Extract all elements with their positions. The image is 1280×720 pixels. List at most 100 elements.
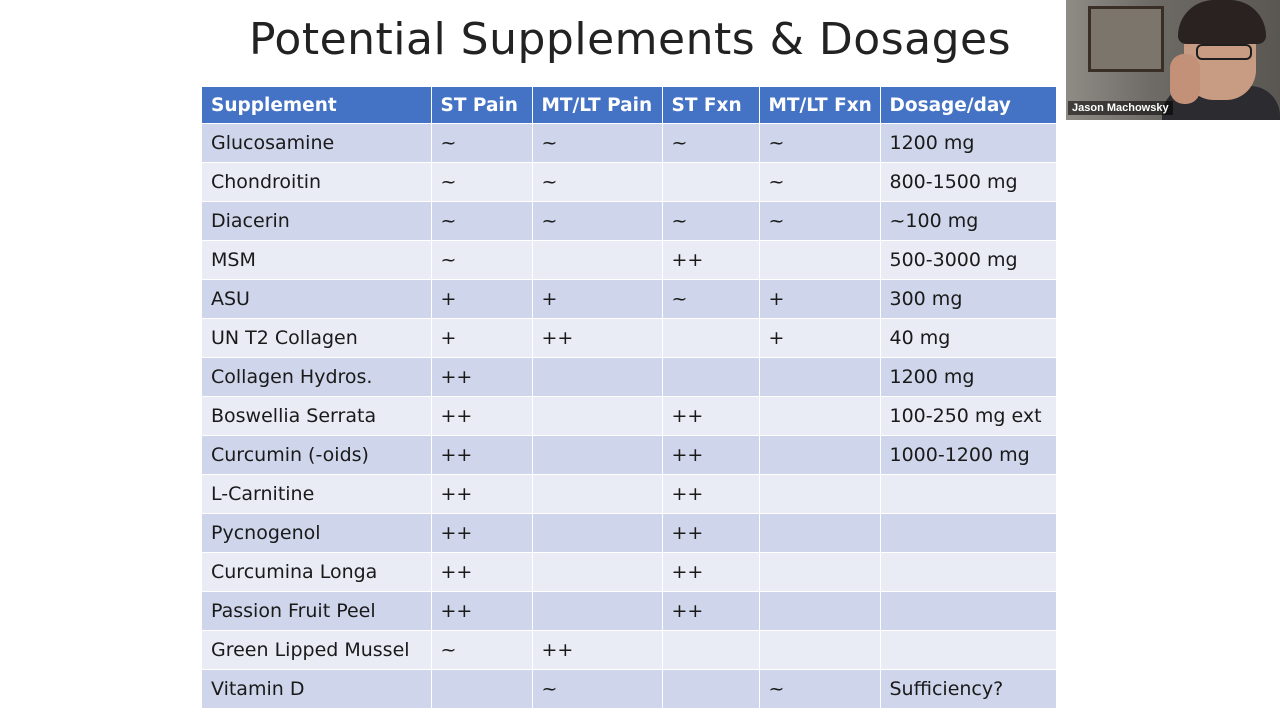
cell-mt-lt-pain [532, 435, 663, 475]
cell-st-pain: + [431, 279, 533, 319]
cell-dosage-day [880, 513, 1057, 553]
cell-st-fxn: ~ [662, 201, 760, 241]
participant-hair [1178, 0, 1266, 44]
cell-mt-lt-fxn: + [759, 318, 881, 358]
table-row: Chondroitin ~ ~ ~800-1500 mg [202, 162, 1057, 202]
table-row: Green Lipped Mussel ~ ++ [202, 630, 1057, 670]
webcam-video-tile[interactable]: Jason Machowsky [1066, 0, 1280, 120]
wall-picture-frame [1088, 6, 1164, 72]
cell-mt-lt-fxn [759, 630, 881, 670]
column-header-mt-lt-pain: MT/LT Pain [532, 87, 663, 124]
column-header-st-pain: ST Pain [431, 87, 533, 124]
table-row: MSM ~ ++ 500-3000 mg [202, 240, 1057, 280]
table-row: Pycnogenol ++ ++ [202, 513, 1057, 553]
cell-mt-lt-pain: ~ [532, 669, 663, 708]
cell-supplement: Chondroitin [202, 162, 432, 202]
cell-st-pain: ++ [431, 552, 533, 592]
cell-st-pain: ~ [431, 123, 533, 163]
cell-st-fxn: ~ [662, 123, 760, 163]
cell-mt-lt-pain: ++ [532, 630, 663, 670]
cell-supplement: Curcumina Longa [202, 552, 432, 592]
cell-dosage-day [880, 591, 1057, 631]
cell-mt-lt-pain [532, 591, 663, 631]
cell-dosage-day: 800-1500 mg [880, 162, 1057, 202]
cell-mt-lt-pain [532, 357, 663, 397]
column-header-supplement: Supplement [202, 87, 432, 124]
cell-st-fxn [662, 162, 760, 202]
cell-supplement: Boswellia Serrata [202, 396, 432, 436]
column-header-mt-lt-fxn: MT/LT Fxn [759, 87, 881, 124]
cell-dosage-day [880, 552, 1057, 592]
cell-st-fxn [662, 318, 760, 358]
cell-st-fxn: ++ [662, 552, 760, 592]
cell-mt-lt-fxn: ~ [759, 201, 881, 241]
cell-st-pain: ++ [431, 396, 533, 436]
table-row: Vitamin D ~ ~ Sufficiency? [202, 669, 1057, 708]
cell-st-pain: ++ [431, 357, 533, 397]
cell-mt-lt-fxn [759, 396, 881, 436]
table-row: UN T2 Collagen + ++ +40 mg [202, 318, 1057, 358]
cell-st-pain: ++ [431, 513, 533, 553]
cell-mt-lt-fxn [759, 357, 881, 397]
cell-mt-lt-pain [532, 552, 663, 592]
cell-supplement: Pycnogenol [202, 513, 432, 553]
cell-mt-lt-pain: + [532, 279, 663, 319]
cell-st-fxn: ++ [662, 435, 760, 475]
cell-st-fxn: ++ [662, 240, 760, 280]
cell-st-pain: ~ [431, 201, 533, 241]
table-body: Glucosamine ~ ~ ~ ~1200 mg Chondroitin ~ ~ ~800-… [202, 123, 1057, 708]
cell-dosage-day: 1200 mg [880, 357, 1057, 397]
cell-supplement: UN T2 Collagen [202, 318, 432, 358]
table-row: Curcumin (-oids) ++ ++ 1000-1200 mg [202, 435, 1057, 475]
cell-mt-lt-fxn [759, 435, 881, 475]
participant-name-label: Jason Machowsky [1068, 101, 1173, 115]
cell-supplement: Passion Fruit Peel [202, 591, 432, 631]
participant-glasses [1196, 44, 1252, 60]
cell-st-fxn: ~ [662, 279, 760, 319]
supplements-table: Supplement ST Pain MT/LT Pain ST Fxn MT/… [202, 87, 1057, 708]
cell-mt-lt-fxn [759, 591, 881, 631]
table-row: Collagen Hydros. ++ 1200 mg [202, 357, 1057, 397]
table-row: Boswellia Serrata ++ ++ 100-250 mg ext [202, 396, 1057, 436]
cell-dosage-day: 100-250 mg ext [880, 396, 1057, 436]
cell-dosage-day: Sufficiency? [880, 669, 1057, 708]
cell-dosage-day [880, 474, 1057, 514]
cell-dosage-day [880, 630, 1057, 670]
table-row: ASU + + ~ +300 mg [202, 279, 1057, 319]
cell-dosage-day: 1000-1200 mg [880, 435, 1057, 475]
cell-st-fxn: ++ [662, 513, 760, 553]
cell-supplement: Collagen Hydros. [202, 357, 432, 397]
cell-supplement: L-Carnitine [202, 474, 432, 514]
cell-st-fxn: ++ [662, 591, 760, 631]
cell-supplement: ASU [202, 279, 432, 319]
cell-mt-lt-pain [532, 513, 663, 553]
table-row: Curcumina Longa ++ ++ [202, 552, 1057, 592]
cell-mt-lt-pain [532, 396, 663, 436]
cell-st-fxn [662, 357, 760, 397]
cell-mt-lt-pain [532, 474, 663, 514]
slide-title: Potential Supplements & Dosages [248, 14, 1012, 65]
cell-dosage-day: 40 mg [880, 318, 1057, 358]
cell-st-fxn: ++ [662, 396, 760, 436]
cell-st-pain: ++ [431, 591, 533, 631]
cell-supplement: Vitamin D [202, 669, 432, 708]
cell-mt-lt-fxn: ~ [759, 162, 881, 202]
cell-mt-lt-pain [532, 240, 663, 280]
column-header-dosage-day: Dosage/day [880, 87, 1057, 124]
cell-supplement: Green Lipped Mussel [202, 630, 432, 670]
cell-st-fxn: ++ [662, 474, 760, 514]
cell-mt-lt-pain: ++ [532, 318, 663, 358]
table-row: L-Carnitine ++ ++ [202, 474, 1057, 514]
cell-supplement: Glucosamine [202, 123, 432, 163]
cell-st-pain: ~ [431, 630, 533, 670]
cell-dosage-day: 1200 mg [880, 123, 1057, 163]
cell-mt-lt-fxn [759, 240, 881, 280]
participant-hand [1170, 54, 1200, 104]
column-header-st-fxn: ST Fxn [662, 87, 760, 124]
cell-mt-lt-pain: ~ [532, 123, 663, 163]
cell-st-pain: ++ [431, 474, 533, 514]
table-row: Glucosamine ~ ~ ~ ~1200 mg [202, 123, 1057, 163]
table-header-row: Supplement ST Pain MT/LT Pain ST Fxn MT/… [202, 87, 1057, 124]
cell-supplement: MSM [202, 240, 432, 280]
